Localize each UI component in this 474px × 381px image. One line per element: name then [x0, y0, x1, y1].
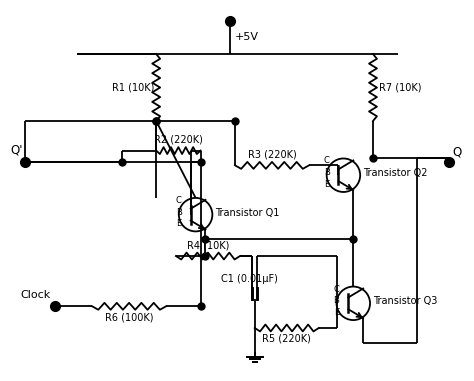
- Text: R6 (100K): R6 (100K): [105, 312, 154, 322]
- Text: Transistor Q1: Transistor Q1: [215, 208, 280, 218]
- Text: B: B: [334, 296, 339, 305]
- Text: +5V: +5V: [235, 32, 259, 42]
- Text: E: E: [324, 180, 329, 189]
- Text: R7 (10K): R7 (10K): [379, 83, 421, 93]
- Text: C: C: [176, 196, 182, 205]
- Text: Clock: Clock: [20, 290, 51, 300]
- Text: R5 (220K): R5 (220K): [262, 334, 311, 344]
- Text: R3 (220K): R3 (220K): [247, 149, 296, 160]
- Text: C1 (0.01μF): C1 (0.01μF): [221, 274, 278, 283]
- Text: E: E: [334, 308, 339, 317]
- Text: R2 (220K): R2 (220K): [154, 134, 203, 145]
- Text: C: C: [324, 157, 329, 165]
- Text: Q: Q: [453, 146, 462, 158]
- Text: E: E: [177, 219, 182, 229]
- Text: R4 (10K): R4 (10K): [187, 240, 229, 250]
- Text: Transistor Q2: Transistor Q2: [363, 168, 428, 178]
- Text: Transistor Q3: Transistor Q3: [373, 296, 438, 306]
- Text: C: C: [334, 285, 339, 293]
- Text: R1 (10K): R1 (10K): [112, 83, 154, 93]
- Text: B: B: [176, 208, 182, 217]
- Text: B: B: [324, 168, 329, 177]
- Text: Q': Q': [10, 144, 23, 157]
